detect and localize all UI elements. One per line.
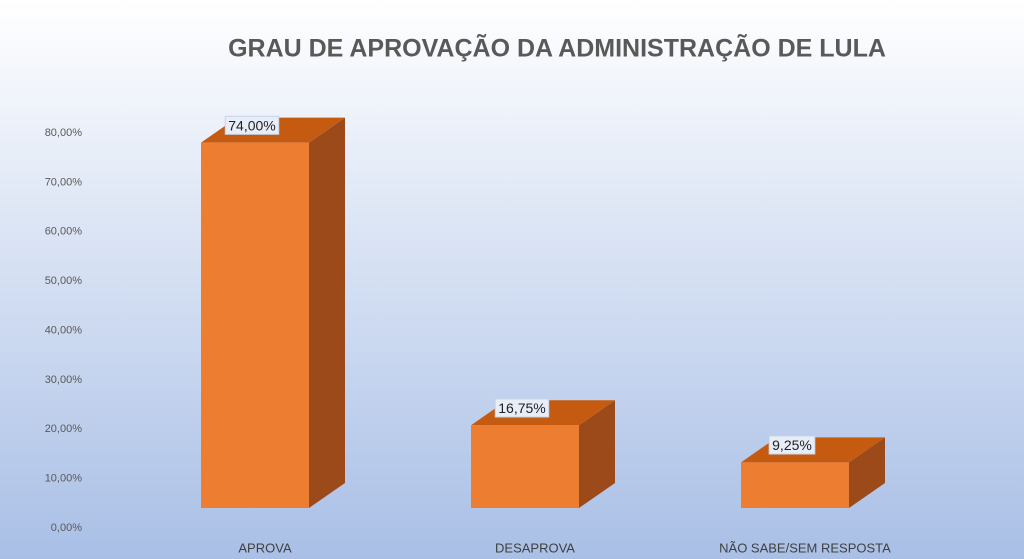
value-label: 16,75% xyxy=(498,400,545,416)
y-tick-label: 80,00% xyxy=(45,127,83,139)
value-label-box xyxy=(494,398,550,418)
y-tick-label: 0,00% xyxy=(51,522,82,534)
y-tick-label: 10,00% xyxy=(45,473,83,485)
bar-side xyxy=(309,117,345,508)
y-tick-label: 20,00% xyxy=(45,423,83,435)
bar xyxy=(741,462,849,508)
y-tick-label: 30,00% xyxy=(45,374,83,386)
bar xyxy=(201,142,309,508)
x-tick-label: APROVA xyxy=(238,540,292,555)
value-label: 74,00% xyxy=(228,117,275,133)
y-tick-label: 40,00% xyxy=(45,324,83,336)
x-tick-label: DESAPROVA xyxy=(495,540,575,555)
bar-side xyxy=(849,437,885,508)
value-label-box xyxy=(768,435,816,455)
y-tick-label: 60,00% xyxy=(45,226,83,238)
bar-side xyxy=(579,400,615,508)
value-label-box xyxy=(224,115,280,135)
chart-title: GRAU DE APROVAÇÃO DA ADMINISTRAÇÃO DE LU… xyxy=(228,33,886,63)
value-label: 9,25% xyxy=(772,437,812,453)
y-tick-label: 50,00% xyxy=(45,275,83,287)
y-tick-label: 70,00% xyxy=(45,176,83,188)
x-tick-label: NÃO SABE/SEM RESPOSTA xyxy=(719,540,891,555)
bar xyxy=(471,425,579,508)
